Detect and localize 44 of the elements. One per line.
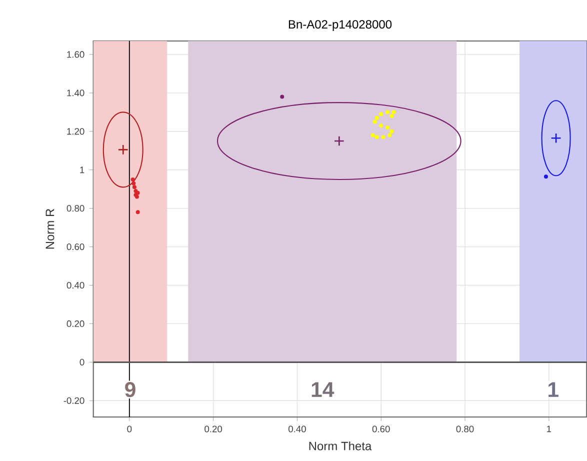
point: [381, 135, 386, 140]
y-tick-label: 0.40: [66, 282, 84, 289]
point: [374, 116, 379, 120]
annotation: 14: [312, 382, 334, 397]
annotation: 1: [548, 382, 558, 397]
point: [379, 124, 384, 128]
y-tick-label: 1.20: [67, 128, 84, 135]
point: [544, 174, 548, 179]
point: [379, 112, 384, 116]
point: [132, 185, 136, 190]
point: [385, 126, 390, 130]
point: [390, 114, 394, 118]
point: [550, 132, 562, 144]
point: [280, 94, 284, 99]
x-tick-label: 0.40: [288, 426, 306, 432]
y-tick-label: -0.20: [64, 397, 84, 404]
point: [370, 133, 375, 138]
chart-title: Bn-A02-p14028000: [288, 20, 392, 31]
x-tick-label: 0.60: [372, 426, 390, 432]
y-axis-title: Norm R: [46, 208, 54, 249]
x-tick-label: 0.20: [204, 426, 222, 432]
x-tick-label: 0: [127, 426, 132, 432]
annotation: 9: [125, 382, 136, 398]
point: [374, 135, 379, 140]
y-tick-label: 0: [80, 358, 84, 366]
x-axis-title: Norm Theta: [309, 441, 372, 450]
point: [118, 144, 128, 155]
point: [132, 181, 136, 186]
point: [334, 136, 344, 146]
point: [372, 120, 377, 124]
x-tick-label: 0.80: [456, 426, 474, 432]
y-tick-label: 1.60: [67, 51, 84, 58]
y-tick-label: 0.20: [66, 320, 84, 328]
point: [390, 129, 394, 134]
point: [392, 110, 396, 114]
point: [130, 177, 135, 182]
x-tick-label: 1: [547, 426, 552, 432]
y-tick-label: 1: [80, 166, 84, 174]
point: [385, 110, 390, 114]
y-tick-label: 1.40: [67, 90, 84, 96]
y-tick-label: 0.80: [66, 205, 84, 212]
point: [387, 133, 392, 138]
point: [136, 210, 140, 214]
y-tick-label: 0.60: [66, 243, 84, 250]
